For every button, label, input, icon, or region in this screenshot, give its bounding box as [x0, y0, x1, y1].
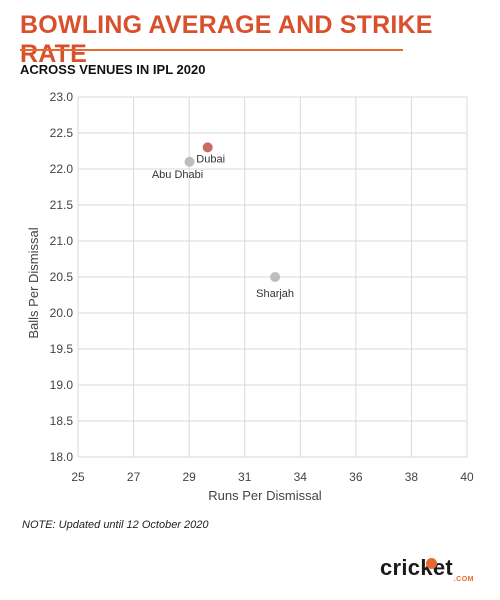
x-tick-label: 31	[238, 470, 252, 484]
y-tick-label: 18.5	[50, 414, 74, 428]
y-tick-label: 21.5	[50, 198, 74, 212]
x-tick-label: 27	[127, 470, 141, 484]
y-tick-label: 21.0	[50, 234, 74, 248]
logo-ball-icon	[426, 558, 437, 569]
chart-title: BOWLING AVERAGE AND STRIKE RATE	[20, 11, 433, 68]
y-tick-label: 18.0	[50, 450, 74, 464]
data-point	[202, 142, 213, 153]
y-tick-label: 20.0	[50, 306, 74, 320]
y-tick-label: 19.5	[50, 342, 74, 356]
data-point-label: Sharjah	[256, 288, 294, 300]
logo-wordmark: cricket	[380, 555, 454, 580]
cricket-com-logo: cricket .COM	[380, 555, 480, 587]
title-underline	[20, 49, 403, 51]
y-tick-label: 23.0	[50, 90, 74, 104]
y-tick-label: 20.5	[50, 270, 74, 284]
x-tick-label: 38	[405, 470, 419, 484]
y-tick-label: 22.0	[50, 162, 74, 176]
y-tick-label: 22.5	[50, 126, 74, 140]
x-axis-label: Runs Per Dismissal	[208, 488, 322, 503]
data-point-label: Abu Dhabi	[152, 169, 203, 181]
data-points: Dubai Abu Dhabi Sharjah	[152, 142, 294, 300]
logo-subtext: .COM	[453, 576, 474, 583]
x-tick-label: 36	[349, 470, 363, 484]
x-tick-label: 40	[460, 470, 474, 484]
y-axis-label: Balls Per Dismissal	[26, 227, 41, 338]
data-point	[270, 272, 281, 282]
data-point	[184, 156, 195, 167]
x-tick-label: 29	[182, 470, 196, 484]
y-tick-label: 19.0	[50, 378, 74, 392]
footnote: NOTE: Updated until 12 October 2020	[22, 519, 209, 531]
x-tick-label: 34	[294, 470, 308, 484]
tick-labels: 18.0 18.5 19.0 19.5 20.0 20.5 21.0 21.5 22.0 22.5…	[50, 90, 474, 484]
x-tick-label: 25	[71, 470, 85, 484]
chart-subtitle: ACROSS VENUES IN IPL 2020	[20, 62, 206, 77]
data-point-label: Dubai	[196, 153, 225, 165]
